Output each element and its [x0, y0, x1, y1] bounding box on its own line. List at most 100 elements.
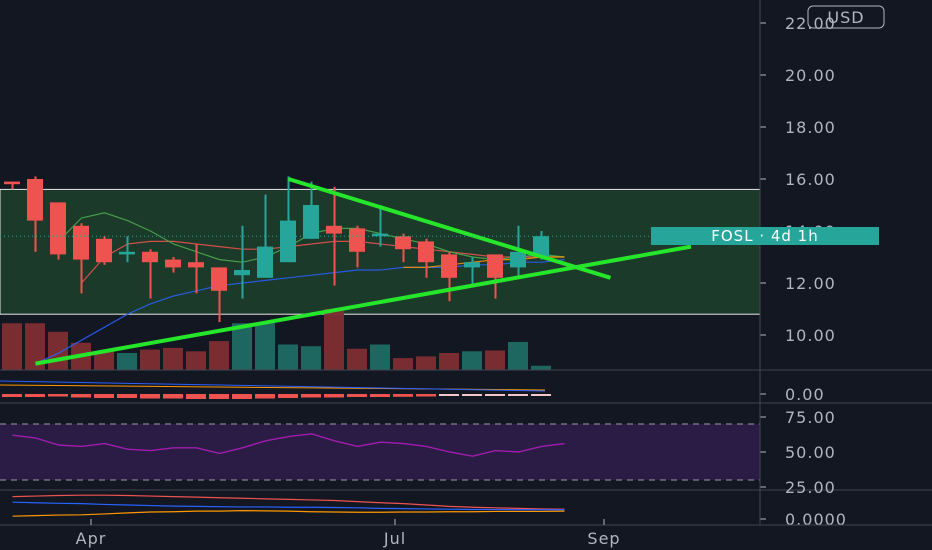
volume-bar [393, 358, 413, 370]
candle-body [464, 262, 480, 268]
volume-bar [255, 323, 275, 370]
ticker-label-bg [651, 227, 879, 245]
histogram-bar [25, 394, 45, 397]
candle-body [142, 251, 158, 263]
rsi-tick-label: 75.00 [785, 408, 836, 427]
volume-bar [209, 341, 229, 370]
candle-body [510, 251, 526, 268]
histogram-bar [531, 394, 551, 396]
oscillator-line-blue [12, 501, 565, 511]
volume-bar [278, 344, 298, 370]
volume-bar [485, 350, 505, 370]
candle-body [257, 246, 273, 278]
histogram-bar [117, 394, 137, 398]
currency-badge-box[interactable] [807, 5, 885, 29]
trendline-upper [287, 177, 612, 280]
time-axis: Apr Jul Sep [0, 519, 932, 548]
oscillator-line-orange [12, 509, 565, 517]
candle-body [533, 236, 549, 257]
volume-bar [25, 323, 45, 370]
hist-tick-label: 0.00 [785, 385, 825, 404]
rsi-line [12, 433, 565, 457]
ticker-label[interactable]: FOSL · 4d 1h [651, 227, 879, 245]
price-tick-label: 12.00 [785, 274, 836, 293]
histogram-bar [347, 394, 367, 397]
price-tick-label: 10.00 [785, 326, 836, 345]
histogram-bar [462, 394, 482, 396]
volume-bar [301, 346, 321, 370]
candle-body [119, 251, 135, 255]
price-tick-label: 20.00 [785, 66, 836, 85]
histogram-bar [393, 394, 413, 397]
rsi-tick-label: 50.00 [785, 443, 836, 462]
candle-body [96, 238, 112, 263]
candle-body [27, 179, 43, 221]
candle-body [280, 220, 296, 263]
oscillator-line-red [12, 494, 565, 510]
volume-bar [163, 347, 183, 370]
time-tick-label: Jul [383, 529, 406, 548]
candle-body [418, 241, 434, 263]
price-tick-label: 16.00 [785, 170, 836, 189]
volume-bar [347, 348, 367, 370]
volume-bar [140, 349, 160, 370]
histogram-bar [439, 394, 459, 396]
volume-bar [416, 356, 436, 370]
volume-bar [439, 353, 459, 370]
candle-body [441, 254, 457, 278]
histogram-bar [232, 394, 252, 399]
volume-bar [370, 344, 390, 370]
ticker-label-text: FOSL · 4d 1h [711, 227, 819, 245]
histogram-bar [209, 394, 229, 399]
volume-bar [186, 351, 206, 370]
currency-badge[interactable]: USD [827, 8, 864, 27]
time-tick-label: Sep [587, 529, 620, 548]
osc-tick-label: 0.0000 [785, 510, 847, 529]
candle-body [372, 233, 388, 237]
histogram-pane [0, 380, 932, 404]
candle-body [234, 270, 250, 276]
moving-average-red [81, 240, 565, 284]
candle-body [395, 236, 411, 250]
candle-body [50, 202, 66, 255]
histogram-bar [186, 394, 206, 399]
candle-body [349, 228, 365, 252]
histogram-bar [324, 394, 344, 398]
histogram-macd [0, 380, 546, 392]
histogram-bar [140, 394, 160, 399]
histogram-bar [71, 394, 91, 398]
volume-bar [508, 341, 528, 370]
volume-bar [94, 351, 114, 370]
histogram-bar [48, 394, 68, 397]
rsi-band [0, 424, 760, 480]
volume-bar [324, 308, 344, 370]
histogram-bar [255, 394, 275, 399]
price-tick-label: 18.00 [785, 118, 836, 137]
volume-bar [531, 365, 551, 370]
histogram-bar [94, 394, 114, 398]
rsi-pane [0, 423, 932, 491]
candle-body [487, 254, 503, 278]
candle-body [4, 181, 20, 185]
candle-body [326, 225, 342, 234]
histogram-bar [370, 394, 390, 397]
oscillator-pane [12, 494, 565, 517]
candle-body [188, 262, 204, 268]
histogram-bar [508, 394, 528, 396]
volume-bar [462, 351, 482, 370]
histogram-bar [163, 394, 183, 399]
price-pane [0, 176, 932, 371]
volume-bar [2, 323, 22, 370]
volume-bar [232, 323, 252, 370]
histogram-bar [416, 394, 436, 397]
histogram-bar [485, 394, 505, 396]
volume-bar [117, 353, 137, 370]
candle-body [165, 259, 181, 268]
candle-body [73, 225, 89, 260]
price-axis: 10.0012.0014.0016.0018.0020.0022.000.007… [759, 0, 847, 529]
histogram-bar [2, 394, 22, 397]
trendline-lower [35, 244, 692, 366]
histogram-bar [278, 394, 298, 398]
histogram-bar [301, 394, 321, 398]
